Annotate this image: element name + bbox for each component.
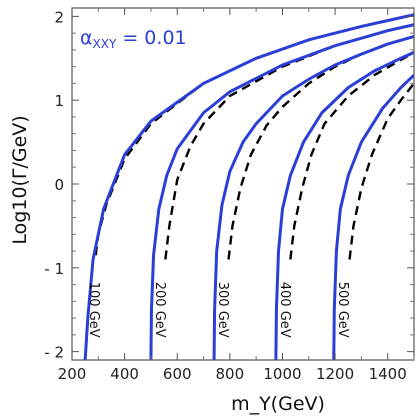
curve-label-100-gev: 100 GeV [86,282,101,338]
y-tick-label--2: - 2 [44,344,64,362]
solid-curve-200-gev [149,23,414,360]
y-tick-label-2: 2 [54,8,64,26]
y-tick-label-0: 0 [54,176,64,194]
x-axis-title: m_Y(GeV) [231,393,325,415]
curve-label-200-gev: 200 GeV [152,282,167,338]
y-tick-label--1: - 1 [44,260,64,278]
dashed-curve-400-gev [289,51,414,260]
curve-label-300-gev: 300 GeV [215,282,230,338]
dashed-curve-500-gev [348,82,414,260]
x-tick-label-1000: 1000 [263,365,301,383]
x-tick-label-600: 600 [163,365,192,383]
dashed-curve-300-gev [227,35,414,260]
curve-label-500-gev: 500 GeV [335,282,350,338]
x-tick-label-400: 400 [110,365,139,383]
solid-curve-300-gev [212,35,414,360]
x-tick-label-200: 200 [58,365,87,383]
coupling-annotation: αXXY = 0.01 [80,27,187,51]
x-tick-label-1200: 1200 [316,365,354,383]
annotation-value: = 0.01 [116,27,186,49]
annotation-symbol: α [80,27,93,49]
x-tick-label-1400: 1400 [369,365,407,383]
axis-layer: 200 400 600 800 1000 1200 1400 2 1 0 - 1 - 2 [44,7,415,383]
curve-label-layer: 100 GeV 200 GeV 300 GeV 400 GeV 500 GeV [86,282,350,338]
curve-label-400-gev: 400 GeV [277,282,292,338]
solid-curve-400-gev [274,51,414,360]
solid-curve-500-gev [332,73,414,360]
series-layer [83,13,414,360]
solid-curve-100-gev [83,13,414,360]
y-tick-label-1: 1 [54,92,64,110]
annotation-subscript: XXY [93,37,117,51]
x-tick-label-800: 800 [216,365,245,383]
y-axis-title: Log10(Γ/GeV) [9,115,31,244]
